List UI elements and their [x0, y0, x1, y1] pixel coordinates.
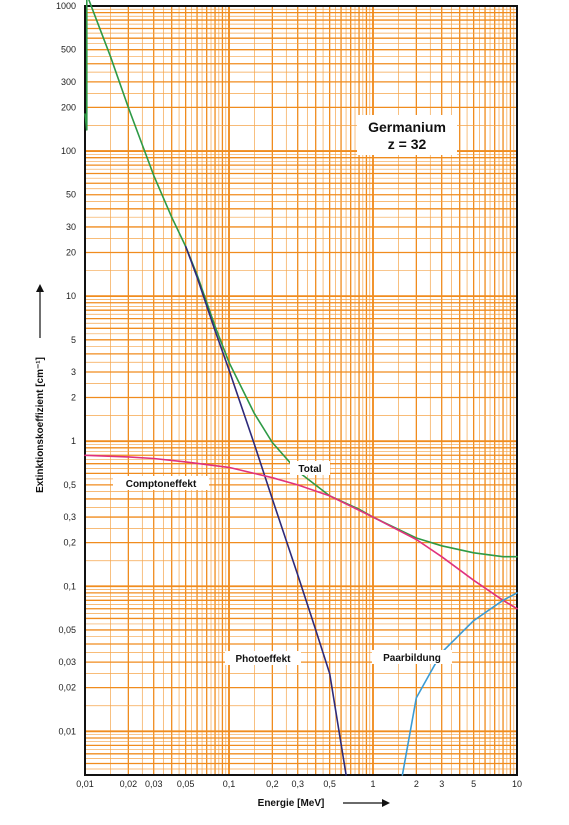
label-total: Total: [298, 464, 321, 475]
y-tick-label: 50: [66, 190, 76, 200]
y-tick-label: 0,2: [63, 538, 76, 548]
y-tick-label: 0,3: [63, 512, 76, 522]
y-tick-label: 20: [66, 247, 76, 257]
y-tick-label: 0,1: [63, 581, 76, 591]
x-tick-label: 10: [512, 779, 522, 789]
x-tick-label: 3: [439, 779, 444, 789]
x-tick-label: 0,03: [145, 779, 163, 789]
label-photo: Photoeffekt: [236, 654, 292, 665]
series-line-photoeffekt: [186, 247, 346, 776]
y-tick-label: 1000: [56, 1, 76, 11]
y-tick-label: 100: [61, 146, 76, 156]
x-axis-title: Energie [MeV]: [258, 798, 325, 809]
y-tick-label: 1: [71, 436, 76, 446]
x-tick-label: 1: [370, 779, 375, 789]
y-tick-label: 3: [71, 367, 76, 377]
x-tick-label: 0,02: [120, 779, 138, 789]
y-axis-arrow-icon: [36, 284, 44, 338]
y-tick-label: 10: [66, 291, 76, 301]
x-tick-label: 0,5: [323, 779, 336, 789]
y-tick-label: 0,03: [58, 657, 76, 667]
label-pair: Paarbildung: [383, 653, 441, 664]
x-tick-label: 0,3: [291, 779, 304, 789]
y-tick-label: 0,01: [58, 726, 76, 736]
chart-subtitle: z = 32: [388, 136, 427, 152]
label-compton: Comptoneffekt: [126, 479, 197, 490]
x-tick-label: 5: [471, 779, 476, 789]
y-tick-label: 0,5: [63, 480, 76, 490]
y-tick-label: 2: [71, 393, 76, 403]
x-tick-label: 0,05: [177, 779, 195, 789]
y-tick-label: 0,05: [58, 625, 76, 635]
y-tick-label: 30: [66, 222, 76, 232]
y-tick-label: 300: [61, 77, 76, 87]
x-tick-label: 2: [414, 779, 419, 789]
x-tick-labels: 0,01 0,02 0,03 0,05 0,1 0,2 0,3 0,5 1 2 3 5 10: [76, 779, 522, 789]
y-tick-labels: 1000 500 300 200 100 50 30 20 10 5 3 2 1 0,5 0,3 0,2 0,1…: [56, 1, 76, 736]
x-tick-label: 0,2: [266, 779, 279, 789]
y-tick-label: 5: [71, 335, 76, 345]
y-tick-label: 500: [61, 45, 76, 55]
x-axis-arrow-icon: [343, 799, 390, 807]
y-tick-label: 200: [61, 102, 76, 112]
chart-title: Germanium: [368, 119, 446, 135]
y-tick-label: 0,02: [58, 683, 76, 693]
x-tick-label: 0,01: [76, 779, 94, 789]
y-axis-title: Extinktionskoeffizient [cm⁻¹]: [35, 357, 46, 493]
x-tick-label: 0,1: [223, 779, 236, 789]
